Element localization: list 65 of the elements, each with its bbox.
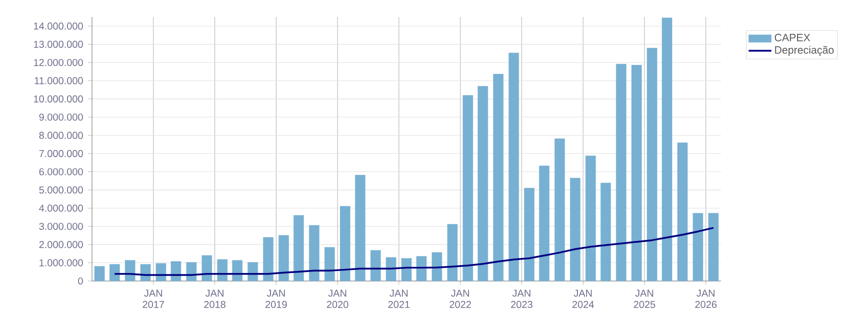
bar bbox=[508, 52, 519, 282]
y-tick-label: 3.000.000 bbox=[39, 222, 83, 230]
bar bbox=[708, 212, 719, 282]
y-tick-label: 11.000.000 bbox=[34, 77, 83, 84]
y-tick-label: 8.000.000 bbox=[39, 132, 83, 139]
bar bbox=[94, 266, 105, 282]
bar bbox=[202, 255, 212, 282]
bar bbox=[386, 257, 396, 282]
x-tick-label: JAN 2022 bbox=[450, 290, 471, 308]
bar bbox=[646, 48, 658, 282]
y-tick-label: 13.000.000 bbox=[34, 40, 83, 48]
x-tick-label: JAN 2017 bbox=[142, 290, 164, 308]
bar bbox=[110, 264, 120, 282]
x-tick-label: JAN 2018 bbox=[204, 290, 226, 308]
y-tick-label: 12.000.000 bbox=[34, 58, 83, 66]
bar bbox=[432, 252, 442, 282]
bar bbox=[524, 188, 534, 282]
bar bbox=[324, 247, 335, 282]
bar bbox=[585, 156, 596, 282]
bar bbox=[616, 64, 626, 282]
x-tick-label: JAN 2020 bbox=[326, 290, 348, 308]
bar bbox=[263, 237, 274, 282]
x-tick-label: JAN 2023 bbox=[511, 290, 532, 308]
bar bbox=[170, 261, 182, 282]
bar bbox=[662, 18, 672, 282]
bar bbox=[462, 95, 474, 282]
bar bbox=[370, 250, 381, 282]
bar bbox=[447, 224, 458, 282]
bar bbox=[631, 64, 642, 282]
bar bbox=[217, 259, 228, 282]
legend-label: Depreciação bbox=[775, 46, 834, 56]
bar bbox=[478, 86, 488, 282]
bar bbox=[309, 225, 320, 282]
bar bbox=[692, 212, 704, 282]
bar bbox=[554, 138, 565, 282]
bar bbox=[493, 74, 504, 282]
y-tick-label: 9.000.000 bbox=[39, 114, 83, 121]
y-tick-label: 10.000.000 bbox=[34, 95, 83, 102]
y-tick-label: 6.000.000 bbox=[39, 168, 83, 176]
bar bbox=[232, 260, 242, 282]
x-tick-label: JAN 2026 bbox=[695, 290, 717, 308]
y-tick-label: 7.000.000 bbox=[39, 150, 83, 158]
bar bbox=[539, 166, 550, 282]
x-tick-label: JAN 2019 bbox=[266, 290, 287, 308]
y-tick-label: 5.000.000 bbox=[39, 186, 83, 194]
bar bbox=[401, 258, 412, 282]
bar bbox=[355, 174, 366, 282]
bar bbox=[294, 215, 304, 282]
y-tick-label: 2.000.000 bbox=[39, 241, 83, 248]
bar bbox=[340, 206, 350, 282]
x-tick-label: JAN 2025 bbox=[634, 290, 656, 308]
bar bbox=[677, 142, 688, 282]
x-tick-label: JAN 2021 bbox=[388, 290, 410, 308]
y-tick-label: 1.000.000 bbox=[40, 259, 83, 266]
bar bbox=[186, 262, 197, 282]
bar bbox=[124, 260, 136, 282]
x-tick-label: JAN 2024 bbox=[572, 290, 594, 308]
bar bbox=[600, 182, 611, 282]
bar bbox=[416, 256, 427, 282]
legend-label: CAPEX bbox=[774, 34, 810, 42]
y-tick-label: 4.000.000 bbox=[39, 204, 83, 212]
y-tick-label: 0 bbox=[78, 277, 83, 285]
y-tick-label: 14.000.000 bbox=[34, 22, 83, 30]
bar bbox=[278, 235, 289, 282]
bar bbox=[570, 178, 580, 282]
